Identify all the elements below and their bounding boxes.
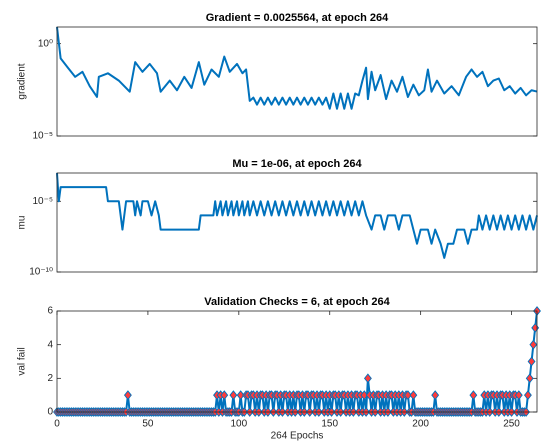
y-tick-label: 6: [47, 306, 53, 317]
y-tick-label: 0: [47, 407, 53, 418]
y-axis-label: gradient: [17, 63, 28, 99]
x-tick-label: 100: [230, 419, 247, 430]
val-fail-marker: [363, 373, 372, 384]
y-tick-label: 10⁻¹⁰: [29, 267, 53, 278]
data-line: [56, 172, 538, 259]
val-fail-marker: [229, 390, 238, 401]
y-tick-label: 4: [47, 339, 53, 350]
y-tick-label: 2: [47, 373, 53, 384]
val-fail-marker: [514, 390, 523, 401]
data-line: [56, 26, 538, 110]
y-tick-label: 10⁰: [38, 38, 53, 49]
x-tick-label: 200: [412, 419, 429, 430]
x-tick-label: 250: [503, 419, 520, 430]
y-tick-label: 10⁻⁵: [32, 196, 53, 207]
axes-box: [56, 26, 538, 137]
x-tick-label: 50: [142, 419, 154, 430]
y-axis-label: mu: [17, 216, 28, 230]
axes-background: [57, 27, 537, 136]
val-fail-marker: [525, 373, 534, 384]
val-fail-marker: [469, 390, 478, 401]
y-tick-label: 10⁻⁵: [32, 131, 53, 142]
val-fail-marker: [236, 390, 245, 401]
subplot-title: Mu = 1e-06, at epoch 264: [232, 158, 362, 170]
val-fail-marker: [403, 390, 412, 401]
x-tick-label: 0: [54, 419, 60, 430]
val-fail-marker: [431, 390, 440, 401]
val-fail-marker: [360, 390, 369, 401]
val-fail-marker: [529, 339, 538, 350]
axes-box: [56, 310, 538, 413]
val-fail-marker: [220, 390, 229, 401]
val-fail-marker: [409, 390, 418, 401]
y-axis-label: val fail: [17, 347, 28, 375]
subplot-title: Validation Checks = 6, at epoch 264: [204, 296, 390, 308]
x-axis-label: 264 Epochs: [271, 431, 324, 441]
axes-box: [56, 172, 538, 273]
val-fail-marker: [123, 390, 132, 401]
subplot-title: Gradient = 0.0025564, at epoch 264: [206, 12, 389, 24]
x-tick-label: 150: [321, 419, 338, 430]
val-fail-marker: [527, 356, 536, 367]
axes-background: [57, 173, 537, 272]
val-fail-marker: [523, 390, 532, 401]
